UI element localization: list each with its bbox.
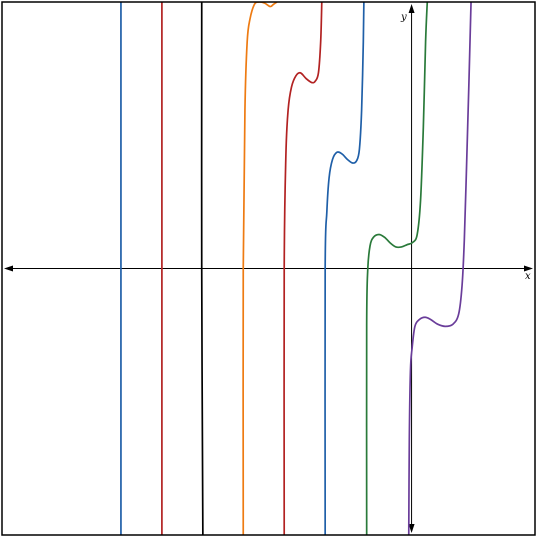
x-axis-arrow-right bbox=[524, 265, 533, 272]
x-axis-label: x bbox=[525, 271, 531, 282]
curve-3 bbox=[200, 2, 204, 535]
y-axis-arrow-up bbox=[408, 4, 415, 13]
curve-8 bbox=[407, 2, 472, 535]
y-axis-arrow-down bbox=[408, 524, 415, 533]
curve-4 bbox=[242, 2, 278, 535]
curve-6 bbox=[324, 2, 365, 535]
y-axis-label: y bbox=[400, 12, 407, 23]
axes bbox=[4, 4, 533, 533]
curves bbox=[120, 2, 472, 535]
x-axis-arrow-left bbox=[4, 265, 13, 272]
curve-7 bbox=[365, 2, 429, 535]
curve-5 bbox=[283, 2, 323, 535]
